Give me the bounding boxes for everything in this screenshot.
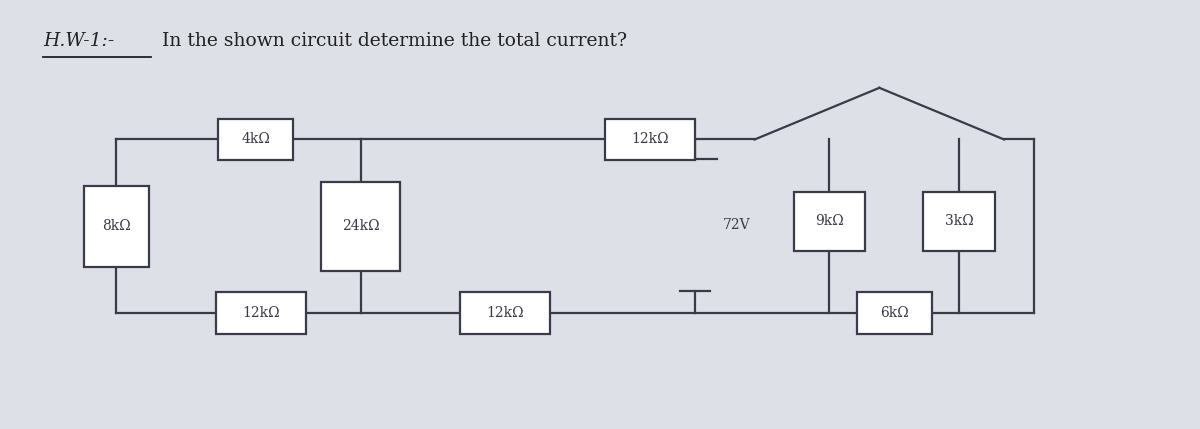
Bar (857, 293, 931, 334)
Bar (216, 293, 306, 334)
Bar (923, 192, 995, 251)
Text: 12kΩ: 12kΩ (486, 306, 524, 320)
Text: 9kΩ: 9kΩ (815, 214, 844, 229)
Bar (84, 186, 149, 267)
Text: In the shown circuit determine the total current?: In the shown circuit determine the total… (156, 32, 628, 50)
Bar (461, 293, 550, 334)
Text: 12kΩ: 12kΩ (242, 306, 280, 320)
Text: 4kΩ: 4kΩ (241, 133, 270, 146)
Bar (605, 119, 695, 160)
Bar (218, 119, 293, 160)
Text: 6kΩ: 6kΩ (880, 306, 908, 320)
Text: 24kΩ: 24kΩ (342, 219, 379, 233)
Text: 72V: 72V (722, 218, 750, 233)
Text: 3kΩ: 3kΩ (944, 214, 973, 229)
Text: H.W-1:-: H.W-1:- (43, 32, 114, 50)
Text: 12kΩ: 12kΩ (631, 133, 668, 146)
Text: 8kΩ: 8kΩ (102, 219, 131, 233)
Bar (320, 182, 401, 271)
Bar (793, 192, 865, 251)
